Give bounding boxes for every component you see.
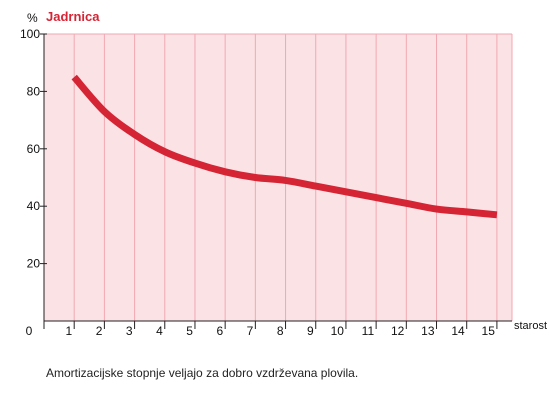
x-tick-label-11: 11 [362,324,375,338]
chart-caption: Amortizacijske stopnje veljajo za dobro … [46,366,359,380]
x-tick-label-1: 1 [66,324,73,338]
x-tick-label-15: 15 [482,324,496,338]
y-tick-label-100: 100 [20,27,40,41]
x-tick-label-14: 14 [451,324,465,338]
y-axis-label: % [27,11,38,25]
x-tick-label-10: 10 [331,324,345,338]
axes [40,33,512,329]
x-tick-label-12: 12 [391,324,405,338]
series-line-0 [71,74,498,219]
y-tick-label-60: 60 [27,142,41,156]
x-tick-label-4: 4 [156,324,163,338]
x-tick-label-13: 13 [421,324,435,338]
x-tick-label-3: 3 [126,324,133,338]
x-tick-label-2: 2 [96,324,103,338]
x-tick-label-5: 5 [186,324,193,338]
x-tick-label-8: 8 [277,324,284,338]
series [71,74,498,219]
y-tick-label-40: 40 [27,199,41,213]
x-tick-label-9: 9 [307,324,314,338]
x-tick-label-6: 6 [216,324,223,338]
x-axis-label: starost [514,320,547,332]
y-tick-label-80: 80 [27,84,41,98]
x-tick-label-7: 7 [247,324,254,338]
x-tick-label-0: 0 [26,324,33,338]
grid [44,33,513,321]
chart-title: Jadrnica [46,9,100,24]
y-tick-label-20: 20 [27,257,41,271]
